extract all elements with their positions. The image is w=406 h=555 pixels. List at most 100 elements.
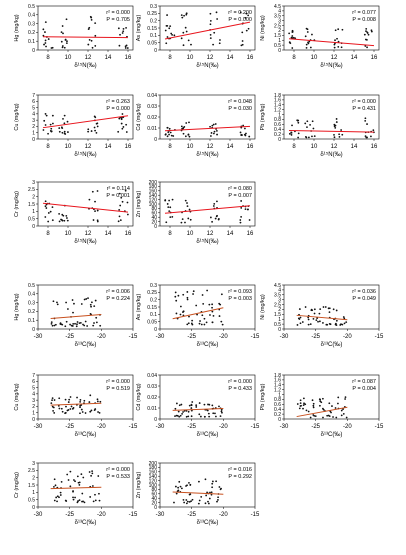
y-tick-label: 120: [149, 478, 158, 484]
data-point: [322, 306, 325, 308]
data-point: [219, 39, 221, 41]
r-squared-label: r² = 0.080: [228, 186, 252, 192]
x-tick-label: -15: [375, 424, 384, 430]
x-tick-label: -25: [187, 424, 196, 430]
y-tick-label: 0: [32, 48, 35, 54]
data-point: [207, 500, 209, 503]
data-point: [97, 475, 100, 477]
data-point: [182, 126, 185, 129]
y-tick-label: 4.5: [274, 4, 281, 10]
y-tick-label: 0.01: [147, 126, 157, 132]
data-point: [188, 404, 191, 407]
data-point: [182, 293, 185, 296]
data-point: [336, 37, 338, 40]
data-point: [186, 202, 188, 204]
data-point: [306, 126, 308, 129]
x-tick-label: 16: [371, 144, 378, 150]
data-point: [73, 479, 75, 481]
data-point: [53, 499, 56, 502]
data-point: [196, 313, 198, 316]
y-axis-label: Cr (mg/kg): [14, 472, 20, 498]
data-point: [240, 207, 243, 209]
x-tick-label: -20: [219, 424, 228, 430]
data-point: [187, 322, 190, 325]
data-point: [364, 117, 367, 120]
data-point: [94, 116, 97, 119]
data-point: [328, 311, 331, 314]
data-point: [214, 217, 217, 220]
data-point: [322, 408, 325, 411]
data-point: [90, 18, 93, 21]
data-point: [345, 416, 348, 419]
data-point: [206, 409, 209, 412]
data-point: [247, 27, 250, 30]
y-tick-label: 180: [149, 465, 158, 471]
data-point: [45, 45, 47, 48]
data-point: [95, 131, 98, 134]
data-point: [53, 399, 56, 401]
data-point: [309, 46, 312, 49]
data-point: [186, 298, 189, 301]
y-tick-label: 1: [278, 112, 281, 118]
data-point: [51, 219, 54, 222]
y-tick-label: 1.2: [274, 107, 281, 113]
data-point: [304, 403, 307, 406]
y-axis-label: Cd (mg/kg): [136, 103, 142, 130]
data-point: [192, 290, 195, 293]
data-point: [45, 207, 48, 209]
data-point: [74, 480, 76, 483]
x-tick-label: -15: [129, 512, 138, 518]
y-tick-label: 1.2: [274, 387, 281, 393]
data-point: [340, 46, 343, 49]
y-tick-label: 6: [32, 99, 35, 105]
data-point: [209, 19, 212, 22]
p-value-label: P = 0.533: [106, 474, 130, 480]
data-point: [171, 34, 174, 36]
data-point: [241, 43, 244, 46]
data-point: [215, 129, 218, 132]
y-tick-label: 100: [149, 483, 158, 489]
data-point: [58, 130, 61, 133]
x-tick-label: -20: [219, 512, 228, 518]
r-squared-label: r² = 0.000: [106, 10, 130, 16]
data-point: [63, 46, 66, 49]
y-tick-label: 1: [32, 490, 35, 496]
y-axis-label: Hg (mg/kg): [14, 14, 20, 41]
data-point: [306, 31, 309, 33]
data-point: [187, 410, 190, 413]
x-tick-label: 10: [65, 144, 72, 150]
data-point: [94, 210, 96, 213]
data-point: [72, 311, 74, 314]
data-point: [210, 491, 213, 494]
data-point: [211, 124, 214, 127]
data-point: [191, 498, 194, 501]
data-point: [179, 414, 182, 417]
data-point: [187, 39, 190, 42]
plot-frame: [37, 94, 134, 140]
data-point: [61, 410, 64, 413]
x-tick-label: -20: [97, 512, 106, 518]
regression-line: [296, 314, 348, 321]
data-point: [174, 295, 177, 298]
x-tick-label: 14: [351, 144, 358, 150]
data-point: [92, 324, 95, 327]
data-point: [61, 219, 64, 222]
panel-c-hg: 0 0.1 0.2 0.3 0.4 0.5 -30 -25 -20 -15 Hg (mg/kg) δ¹…: [14, 283, 138, 348]
data-point: [185, 122, 188, 124]
data-point: [328, 402, 331, 405]
data-point: [210, 135, 212, 137]
data-point: [63, 219, 66, 222]
data-point: [372, 129, 375, 132]
y-tick-label: 2: [32, 475, 35, 481]
data-point: [317, 320, 319, 323]
y-tick-label: 80: [151, 487, 157, 493]
data-point: [165, 24, 168, 27]
data-point: [342, 316, 345, 318]
y-tick-label: 2: [32, 194, 35, 200]
y-tick-label: 0: [32, 417, 35, 423]
y-axis-label: Ni (mg/kg): [260, 294, 266, 320]
y-tick-label: 0.3: [150, 4, 157, 10]
x-axis-label: δ¹⁵N(‰): [74, 238, 96, 245]
data-point: [216, 500, 218, 503]
